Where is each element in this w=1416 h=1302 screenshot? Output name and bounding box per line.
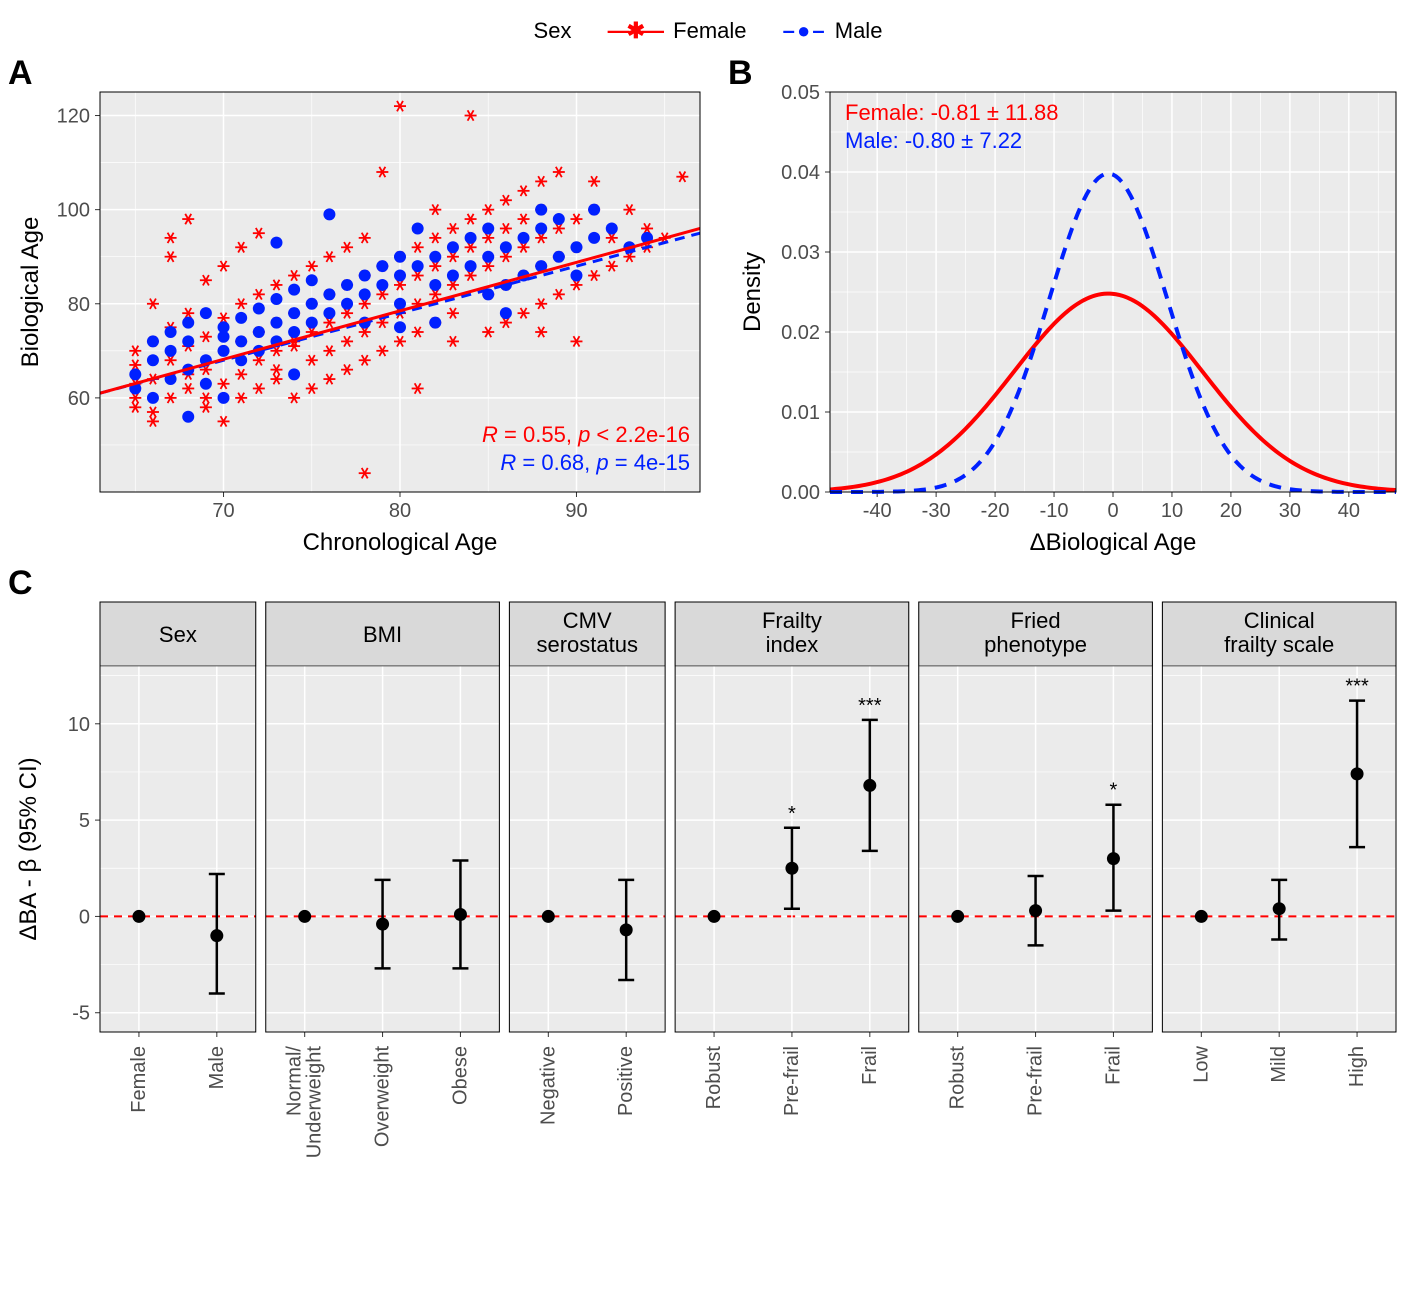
svg-text:0.01: 0.01 <box>781 402 820 424</box>
svg-text:0.05: 0.05 <box>781 82 820 104</box>
svg-text:-30: -30 <box>922 500 951 522</box>
svg-text:frailty scale: frailty scale <box>1224 632 1334 657</box>
svg-text:R = 0.68, p = 4e-15: R = 0.68, p = 4e-15 <box>500 450 690 475</box>
svg-text:10: 10 <box>68 714 90 736</box>
svg-text:Negative: Negative <box>537 1046 559 1125</box>
scatter-plot-a: 70 80 90 60 80 100 120 Chronological Age Biologi… <box>10 62 710 562</box>
svg-text:0: 0 <box>79 906 90 928</box>
svg-text:80: 80 <box>389 500 411 522</box>
panel-a: A 7080906080100120Chronological AgeBiolo… <box>10 62 710 562</box>
svg-text:Frailty: Frailty <box>762 608 822 633</box>
svg-text:100: 100 <box>57 200 90 222</box>
panel-a-label: A <box>8 54 33 93</box>
svg-text:10: 10 <box>1161 500 1183 522</box>
panel-c-label: C <box>8 564 33 603</box>
svg-text:Male: Male <box>206 1046 228 1089</box>
svg-text:0.03: 0.03 <box>781 242 820 264</box>
legend-top: Sex —✱— Female – ● – Male <box>10 10 1406 62</box>
svg-text:120: 120 <box>57 106 90 128</box>
svg-text:0.04: 0.04 <box>781 162 820 184</box>
svg-text:90: 90 <box>565 500 587 522</box>
svg-text:-5: -5 <box>72 1003 90 1025</box>
density-plot-b: -40 -30 -20 -10 0 10 20 30 40 0.00 0.01 0.02 0.03 0.0… <box>730 62 1406 562</box>
svg-text:Robust: Robust <box>947 1046 969 1110</box>
svg-text:-20: -20 <box>981 500 1010 522</box>
svg-text:High: High <box>1346 1046 1368 1087</box>
svg-text:phenotype: phenotype <box>984 632 1087 657</box>
panel-b-label: B <box>728 54 753 93</box>
svg-text:80: 80 <box>68 294 90 316</box>
svg-text:60: 60 <box>68 388 90 410</box>
asterisk-icon: —✱— <box>608 18 661 43</box>
svg-text:Female: -0.81 ± 11.88: Female: -0.81 ± 11.88 <box>845 100 1058 125</box>
svg-text:index: index <box>766 632 819 657</box>
svg-text:-10: -10 <box>1040 500 1069 522</box>
svg-text:Overweight: Overweight <box>372 1046 394 1148</box>
svg-text:0.00: 0.00 <box>781 482 820 504</box>
svg-text:Biological Age: Biological Age <box>17 217 44 368</box>
svg-text:Chronological Age: Chronological Age <box>303 529 498 556</box>
figure-container: Sex —✱— Female – ● – Male A 70 80 90 60 80 10… <box>10 10 1406 1252</box>
svg-text:ΔBA - β (95% CI): ΔBA - β (95% CI) <box>15 757 42 940</box>
svg-text:Sex: Sex <box>159 622 197 647</box>
panel-b: B -40-30-20-100102030400.000.010.020.030… <box>730 62 1406 562</box>
legend-item-male: – ● – Male <box>783 18 883 43</box>
svg-text:***: *** <box>858 695 882 717</box>
svg-text:0.02: 0.02 <box>781 322 820 344</box>
svg-text:Low: Low <box>1190 1045 1212 1082</box>
svg-text:0: 0 <box>1107 500 1118 522</box>
svg-text:Underweight: Underweight <box>304 1046 326 1159</box>
svg-text:serostatus: serostatus <box>537 632 639 657</box>
svg-text:30: 30 <box>1279 500 1301 522</box>
svg-text:Density: Density <box>739 252 766 332</box>
legend-item-female: —✱— Female <box>608 18 753 43</box>
svg-text:CMV: CMV <box>563 608 612 633</box>
circle-icon: – ● – <box>783 18 823 43</box>
svg-text:Pre-frail: Pre-frail <box>1025 1046 1047 1116</box>
svg-text:Normal/: Normal/ <box>284 1046 306 1116</box>
svg-text:Female: Female <box>128 1046 150 1113</box>
svg-text:Obese: Obese <box>449 1046 471 1105</box>
legend-title: Sex <box>534 18 572 43</box>
svg-text:40: 40 <box>1338 500 1360 522</box>
svg-text:Frail: Frail <box>859 1046 881 1085</box>
svg-text:Clinical: Clinical <box>1244 608 1315 633</box>
svg-text:-40: -40 <box>863 500 892 522</box>
svg-text:5: 5 <box>79 810 90 832</box>
svg-text:Fried: Fried <box>1011 608 1061 633</box>
panel-c: C ΔBA - β (95% CI)-50510SexFemaleMaleBMI… <box>10 572 1406 1252</box>
svg-text:Mild: Mild <box>1268 1046 1290 1083</box>
svg-text:ΔBiological Age: ΔBiological Age <box>1030 529 1197 556</box>
svg-text:***: *** <box>1345 676 1369 698</box>
svg-text:*: * <box>788 803 796 825</box>
svg-text:R = 0.55, p < 2.2e-16: R = 0.55, p < 2.2e-16 <box>482 422 690 447</box>
svg-text:Robust: Robust <box>703 1046 725 1110</box>
forest-plot-c: ΔBA - β (95% CI) -5 0 5 10 Sex Female Male BMI No… <box>10 572 1406 1252</box>
svg-text:Male: -0.80 ± 7.22: Male: -0.80 ± 7.22 <box>845 128 1022 153</box>
svg-text:Positive: Positive <box>615 1046 637 1116</box>
svg-text:BMI: BMI <box>363 622 402 647</box>
svg-text:Frail: Frail <box>1102 1046 1124 1085</box>
svg-text:Pre-frail: Pre-frail <box>781 1046 803 1116</box>
svg-text:70: 70 <box>212 500 234 522</box>
svg-text:*: * <box>1110 780 1118 802</box>
svg-text:20: 20 <box>1220 500 1242 522</box>
